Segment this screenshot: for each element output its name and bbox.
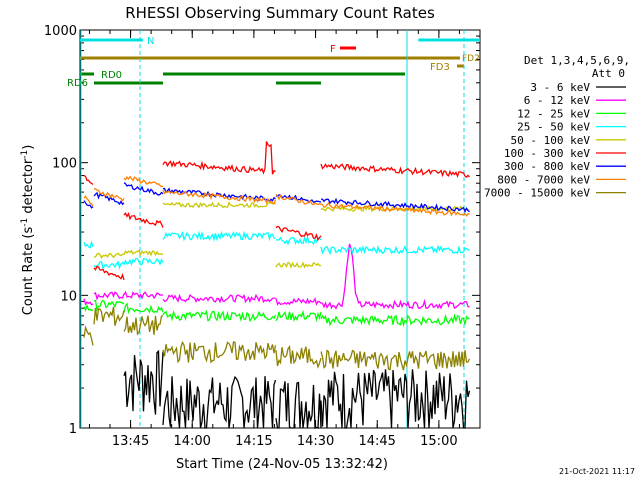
series-lines [83, 141, 471, 429]
legend-item-label: 800 - 7000 keV [497, 173, 590, 186]
flag-label-n: N [147, 36, 154, 47]
series-line [83, 175, 470, 217]
series-line [93, 201, 470, 269]
chart-title: RHESSI Observing Summary Count Rates [125, 4, 435, 22]
series-line [83, 230, 470, 271]
y-tick-label: 100 [52, 157, 77, 172]
series-line [83, 299, 470, 328]
flag-label-f: F [330, 44, 336, 55]
series-line [83, 243, 470, 310]
x-axis-label: Start Time (24-Nov-05 13:32:42) [176, 457, 388, 472]
plot-frame [79, 29, 481, 429]
series-line [83, 141, 470, 281]
legend-item-label: 7000 - 15000 keV [484, 187, 590, 200]
x-tick-label: 13:45 [112, 434, 149, 449]
x-tick-label: 14:45 [358, 434, 395, 449]
legend-item-label: 25 - 50 keV [517, 121, 590, 134]
legend-item-label: 50 - 100 keV [511, 134, 591, 147]
series-line [123, 349, 471, 429]
series-line [83, 182, 470, 214]
x-tick-label: 15:00 [420, 434, 457, 449]
timestamp: 21-Oct-2021 11:17 [559, 467, 635, 476]
legend-item-label: 12 - 25 keV [517, 107, 590, 120]
flag-label-fd2: FD2 [462, 54, 480, 64]
legend-item-label: 6 - 12 keV [524, 94, 591, 107]
legend-item-label: 300 - 800 keV [504, 160, 590, 173]
legend-item-label: 100 - 300 keV [504, 147, 590, 160]
y-axis-label: Count Rate (s-1 detector-1) [20, 145, 36, 316]
x-tick-label: 14:00 [173, 434, 210, 449]
flag-label-fd3: FD3 [430, 62, 450, 73]
legend-header-line2: Att 0 [592, 67, 625, 80]
y-tick-label: 10 [60, 289, 77, 304]
y-tick-label: 1000 [44, 24, 77, 39]
flag-label-rd0: RD0 [101, 70, 122, 81]
legend-item-label: 3 - 6 keV [530, 81, 590, 94]
series-line [83, 306, 471, 371]
flag-label-rd6: RD6 [67, 78, 88, 89]
x-tick-label: 14:30 [297, 434, 334, 449]
y-tick-label: 1 [69, 422, 77, 437]
legend-header-line1: Det 1,3,4,5,6,9, [524, 54, 630, 67]
x-tick-label: 14:15 [235, 434, 272, 449]
